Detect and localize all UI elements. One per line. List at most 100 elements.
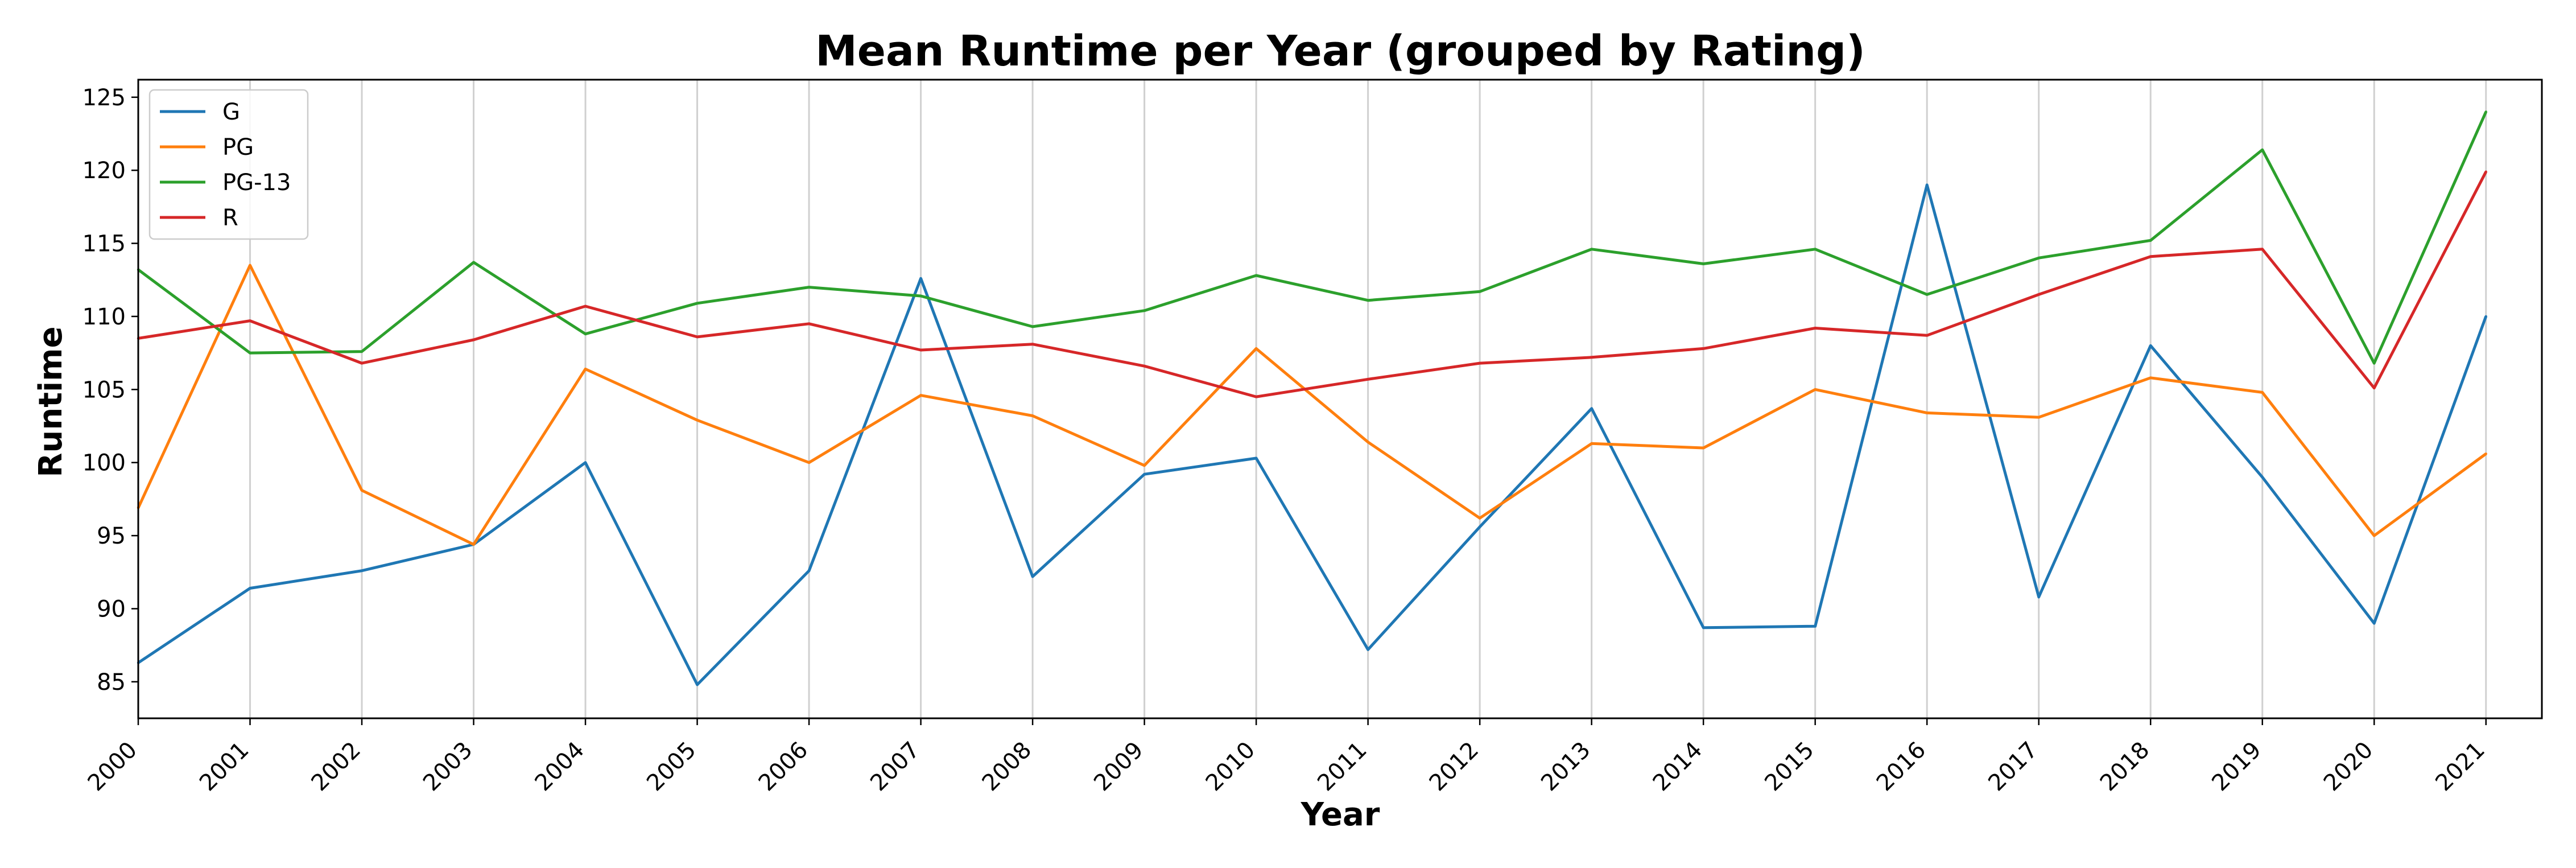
data-point (360, 489, 364, 492)
x-tick-label: 2004 (530, 737, 590, 797)
data-point (807, 286, 811, 289)
data-point (1590, 356, 1593, 359)
x-tick-label: 2001 (195, 737, 254, 797)
data-point (919, 348, 922, 352)
x-tick-label: 2015 (1760, 737, 1819, 797)
x-tick-label: 2018 (2095, 737, 2155, 797)
data-point (1367, 299, 1369, 302)
data-point (1814, 327, 1817, 330)
series-line-g (137, 183, 2488, 686)
x-tick-label: 2008 (977, 737, 1037, 797)
data-point (584, 305, 587, 308)
x-tick-label: 2007 (865, 737, 925, 797)
y-tick-label: 105 (82, 377, 126, 403)
data-point (1367, 648, 1369, 651)
data-point (360, 569, 364, 572)
data-point (2373, 361, 2376, 365)
data-point (1143, 464, 1146, 467)
data-point (472, 261, 475, 264)
x-tick-label: 2014 (1648, 737, 1708, 797)
data-point (2261, 149, 2264, 151)
data-point (249, 351, 251, 355)
y-tick-label: 100 (82, 450, 126, 476)
y-tick-label: 120 (82, 158, 126, 184)
data-point (1814, 388, 1817, 391)
data-point (1367, 378, 1369, 381)
data-point (2261, 248, 2264, 251)
x-tick-label: 2021 (2430, 737, 2490, 797)
data-point (2149, 376, 2152, 379)
data-point (1254, 395, 1258, 398)
x-axis: 2000 2001 2002 2003 2004 2005 2006 2007 2008 2009… (83, 718, 2490, 796)
data-point (360, 350, 364, 353)
x-tick-label: 2012 (1425, 737, 1484, 797)
data-point (2484, 452, 2487, 455)
data-point (1478, 525, 1481, 528)
x-tick-label: 2019 (2207, 737, 2267, 797)
data-point (2149, 344, 2152, 347)
x-tick-label: 2000 (83, 737, 143, 797)
data-point (472, 338, 475, 342)
x-tick-label: 2010 (1201, 737, 1261, 797)
data-point (1031, 343, 1034, 345)
series-line-pg (137, 264, 2487, 546)
data-point (1925, 183, 1929, 187)
data-point (2373, 386, 2376, 389)
x-tick-label: 2013 (1536, 737, 1596, 797)
legend-label: G (222, 99, 240, 125)
data-point (1814, 248, 1817, 251)
data-point (2484, 315, 2487, 318)
data-point (584, 461, 587, 464)
series-lines (137, 110, 2488, 686)
data-point (1031, 414, 1034, 417)
legend-label: PG-13 (222, 170, 291, 196)
data-point (1478, 361, 1481, 365)
plot-frame (137, 79, 2543, 719)
data-point (1925, 334, 1929, 337)
grid-lines (137, 80, 2487, 718)
data-point (696, 302, 699, 305)
data-point (1925, 293, 1929, 296)
data-point (1143, 473, 1146, 476)
data-point (249, 587, 251, 590)
y-tick-label: 115 (82, 231, 126, 257)
y-tick-label: 110 (82, 304, 126, 330)
x-axis-title: Year (1301, 796, 1380, 833)
data-point (1254, 456, 1258, 460)
data-point (1702, 626, 1705, 630)
x-tick-label: 2016 (1872, 737, 1931, 797)
data-point (807, 322, 811, 325)
data-point (919, 277, 922, 280)
data-point (1702, 446, 1705, 450)
y-axis: 85 90 95 100 105 110 115 120 125 (82, 85, 138, 696)
series-line-r (138, 171, 2487, 398)
chart-title: Mean Runtime per Year (grouped by Rating… (815, 27, 1865, 76)
series-line-pg-13 (137, 111, 2487, 365)
data-point (807, 461, 811, 464)
data-point (1254, 274, 1258, 277)
data-point (1143, 309, 1146, 312)
data-point (2037, 257, 2040, 260)
x-tick-label: 2017 (1983, 737, 2043, 797)
data-point (1590, 248, 1593, 251)
data-point (1702, 347, 1705, 350)
data-point (584, 332, 587, 335)
y-tick-label: 90 (97, 596, 126, 622)
data-point (1031, 575, 1034, 578)
data-point (1925, 412, 1929, 414)
data-point (2037, 416, 2040, 419)
x-tick-label: 2006 (754, 737, 814, 797)
x-tick-label: 2009 (1089, 737, 1149, 797)
data-point (2037, 595, 2040, 599)
data-point (1814, 625, 1817, 628)
legend-label: R (222, 205, 238, 231)
data-point (249, 264, 251, 267)
data-point (1143, 365, 1146, 368)
data-point (1702, 262, 1705, 265)
data-point (1367, 441, 1369, 443)
data-point (360, 361, 364, 365)
data-point (1478, 517, 1481, 520)
data-point (2037, 293, 2040, 296)
data-point (807, 569, 811, 572)
